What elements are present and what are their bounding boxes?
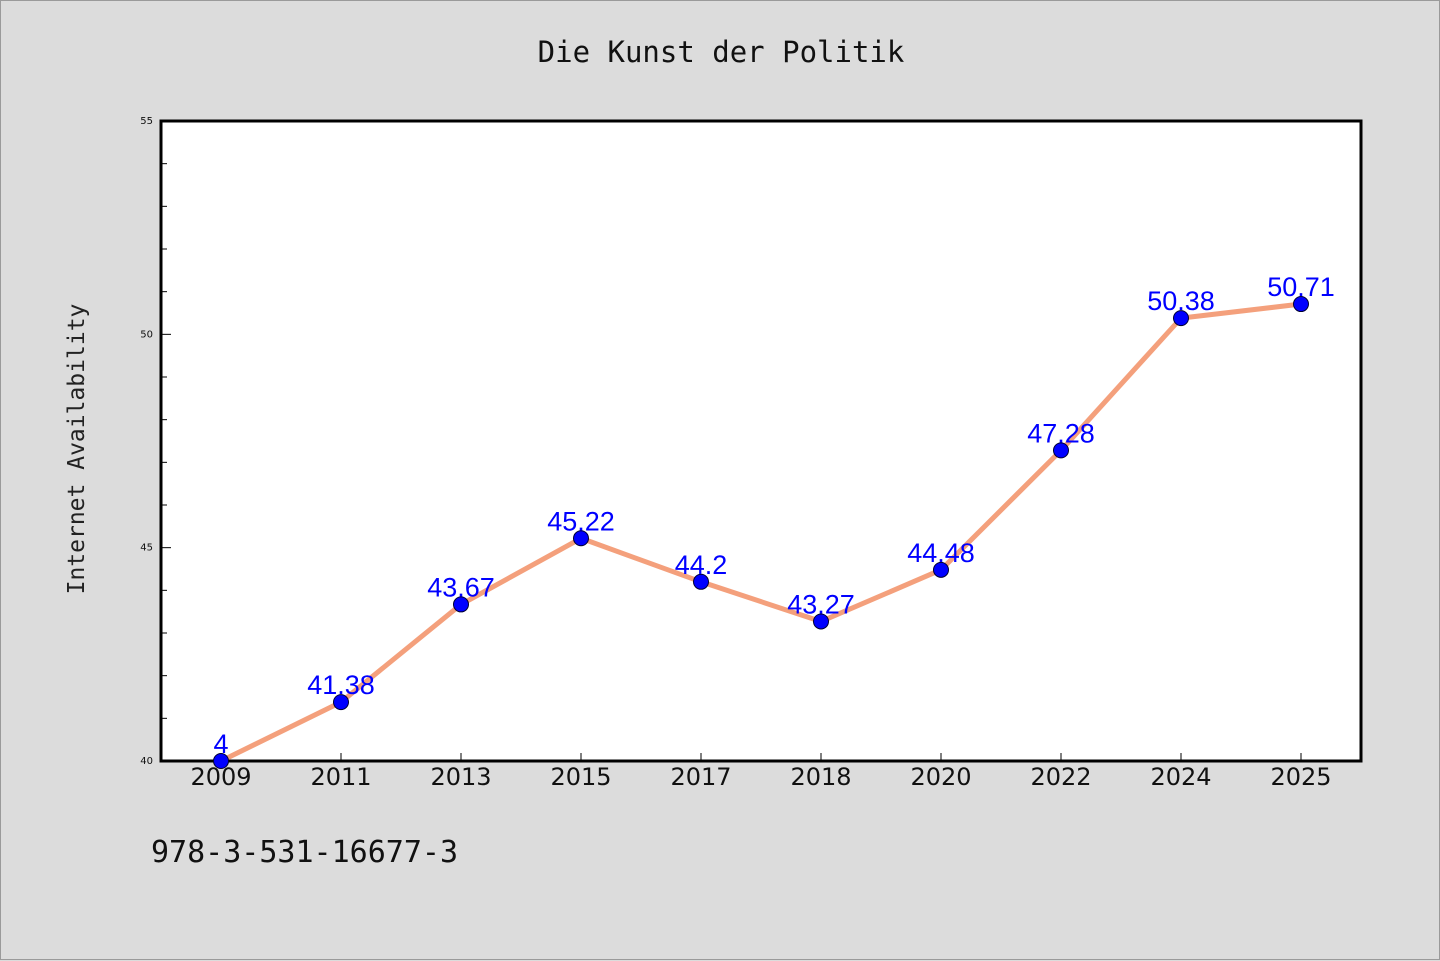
x-tick-label: 2020 [910, 763, 971, 791]
data-point-label: 41.38 [307, 670, 375, 700]
data-point-marker [453, 596, 469, 613]
y-tick-label: 55 [140, 116, 153, 127]
data-point-marker [933, 561, 949, 578]
x-axis: 2009 2011 2013 2015 2017 2018 2020 2022 2024 2025 [190, 753, 1332, 791]
x-tick-label: 2025 [1270, 763, 1331, 791]
x-tick-label: 2018 [790, 763, 851, 791]
data-point-marker [333, 694, 349, 711]
data-point-label: 43.67 [427, 572, 495, 602]
data-point-marker [1053, 442, 1069, 459]
data-point-marker [813, 613, 829, 630]
data-point-label: 4 [213, 729, 228, 759]
chart-title: Die Kunst der Politik [537, 35, 905, 69]
y-axis: 40 45 50 55 [140, 116, 171, 767]
marker-group [213, 296, 1309, 769]
y-tick-label: 40 [140, 756, 153, 767]
data-point-label: 43.27 [787, 589, 855, 619]
data-point-label: 45.22 [547, 506, 615, 536]
data-point-label: 50.71 [1267, 272, 1335, 302]
series-line-group [218, 301, 1304, 764]
data-point-marker [573, 530, 589, 547]
x-tick-label: 2024 [1150, 763, 1211, 791]
x-tick-label: 2011 [310, 763, 371, 791]
y-tick-label: 45 [140, 543, 153, 554]
x-tick-label: 2022 [1030, 763, 1091, 791]
x-tick-label: 2015 [550, 763, 611, 791]
isbn-footer: 978-3-531-16677-3 [151, 835, 459, 870]
data-point-label: 44.48 [907, 538, 975, 568]
data-point-label: 47.28 [1027, 418, 1095, 448]
data-point-label: 50.38 [1147, 286, 1215, 316]
data-point-label: 44.2 [675, 550, 728, 580]
x-tick-label: 2013 [430, 763, 491, 791]
plot-area [159, 119, 1363, 763]
data-point-marker [693, 573, 709, 590]
series-line [218, 301, 1304, 764]
data-point-marker [213, 753, 229, 769]
x-tick-label: 2017 [670, 763, 731, 791]
y-tick-label: 50 [140, 329, 153, 340]
data-point-marker [1293, 296, 1309, 313]
data-point-marker [1173, 310, 1189, 327]
point-label-group: 4 41.38 43.67 45.22 44.2 43.27 44.48 47.28 50.38… [213, 272, 1334, 759]
